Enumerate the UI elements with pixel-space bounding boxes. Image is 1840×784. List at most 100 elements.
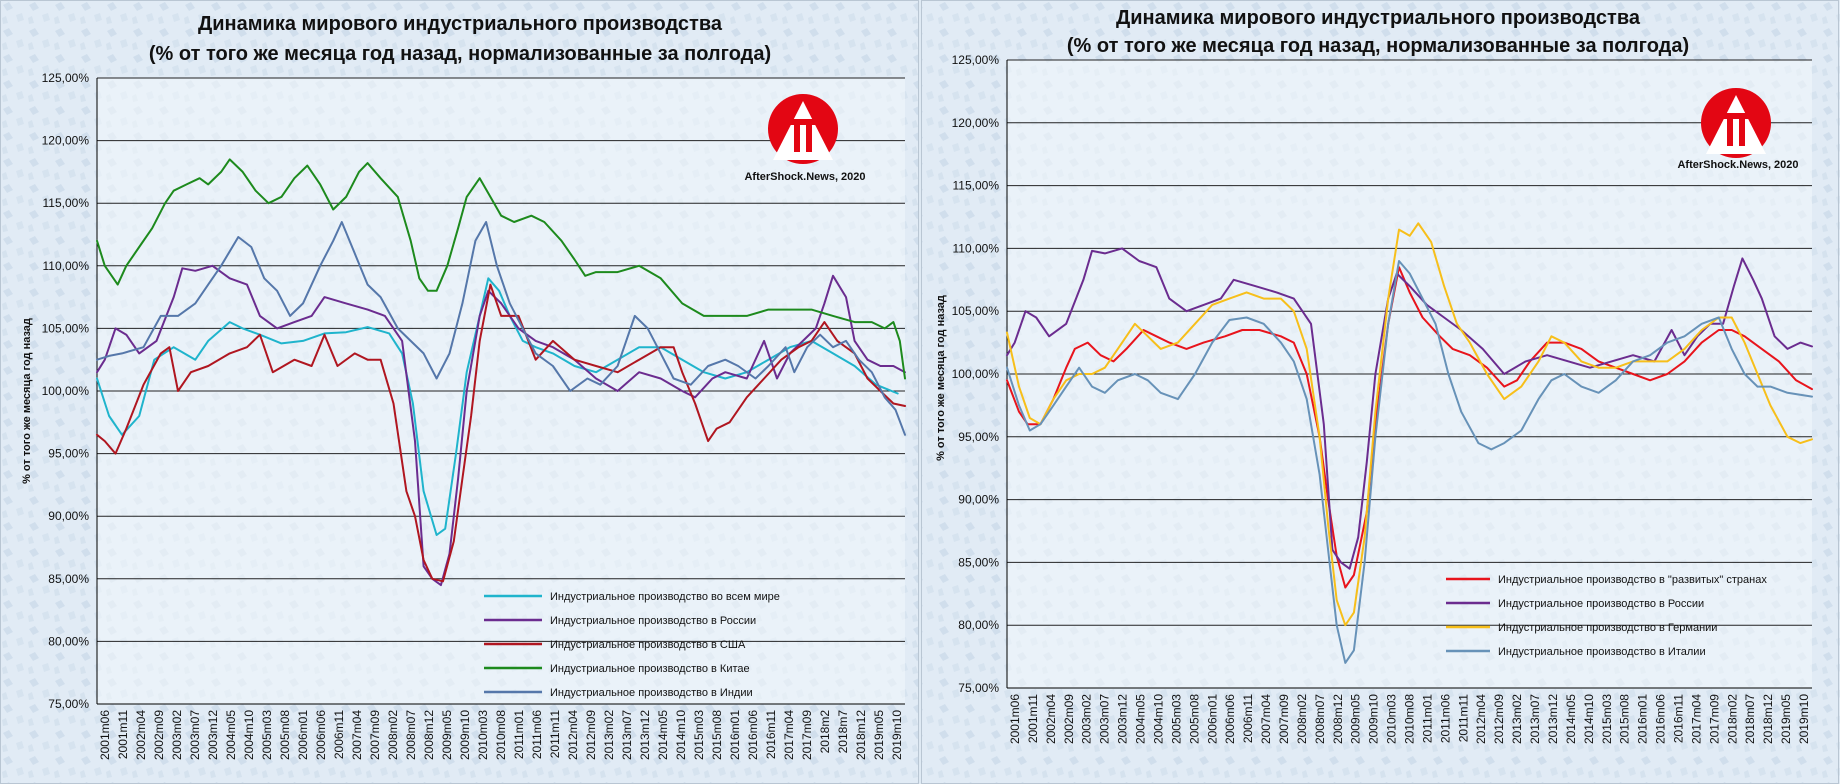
x-tick-label: 2004m05 [1134,694,1148,744]
right-chart-x-axis: 2001m06 2001m11 2002m04 2002m09 2003m02 2003m… [1008,694,1811,744]
y-tick-label: 80,00% [48,634,89,648]
x-tick-label: 2008m02 [1295,694,1309,744]
left-chart-title: Динамика мирового индустриального произв… [198,13,723,35]
legend-label-world: Индустриальное производство во всем мире [550,591,780,603]
y-tick-label: 120,00% [42,134,90,148]
x-tick-label: 2001m06 [1008,694,1022,744]
x-tick-label: 2017m09 [800,710,814,760]
right-chart-ylabel: % от того же месяца год назад [935,295,947,461]
left-chart-gridlines [96,77,905,705]
y-tick-label: 105,00% [42,321,90,335]
logo-triangle-icon [1706,95,1766,154]
x-tick-label: 2006m01 [1205,694,1219,744]
legend-label-russia: Индустриальное производство в России [550,615,756,627]
right-chart-y-axis: 75,00% 80,00% 85,00% 90,00% 95,00% 100,00% 105… [952,53,1000,695]
x-tick-label: 2015m03 [692,710,706,760]
x-tick-label: 2009m10 [458,710,472,760]
x-tick-label: 2016m01 [1636,694,1650,744]
x-tick-label: 2017m04 [782,710,796,760]
legend-label-usa: Индустриальное производство в США [550,639,746,651]
x-tick-label: 2002m09 [1062,694,1076,744]
x-tick-label: 2001m11 [116,710,130,759]
x-tick-label: 2009m05 [1349,694,1363,744]
x-tick-label: 2016m06 [1654,694,1668,744]
x-tick-label: 2011m06 [1438,694,1452,743]
series-line-china [96,158,906,380]
y-tick-label: 115,00% [43,196,90,210]
x-tick-label: 2013m12 [1546,694,1560,744]
series-line-germany [1006,222,1813,627]
x-tick-label: 2014m05 [1564,694,1578,744]
left-chart-legend: Индустриальное производство во всем мире… [484,591,780,699]
x-tick-label: 2016m11 [1671,694,1685,743]
y-tick-label: 75,00% [48,697,89,711]
x-tick-label: 2004m10 [242,710,256,760]
x-tick-label: 2011m11 [1456,694,1470,743]
x-tick-label: 2006m11 [332,710,346,759]
x-tick-label: 2007m04 [350,710,364,760]
x-tick-label: 2004m10 [1151,694,1165,744]
x-tick-label: 2009m10 [1367,694,1381,744]
x-tick-label: 2018m02 [1725,694,1739,744]
right-chart-series [1006,222,1813,664]
right-chart-title: Динамика мирового индустриального произв… [1116,7,1641,29]
series-line-usa [96,283,906,583]
x-tick-label: 2008m02 [386,710,400,760]
x-tick-label: 2018m12 [1761,694,1775,744]
series-line-world [96,277,899,536]
series-line-developed [1006,266,1813,589]
series-line-india [96,221,906,436]
x-tick-label: 2013m07 [620,710,634,760]
legend-label-russia: Индустриальное производство в России [1498,598,1704,610]
x-tick-label: 2010m08 [494,710,508,760]
y-tick-label: 90,00% [48,509,89,523]
x-tick-label: 2005m03 [260,710,274,760]
x-tick-label: 2013m12 [638,710,652,760]
x-tick-label: 2003m12 [1116,694,1130,744]
x-tick-label: 2019m10 [890,710,904,760]
legend-label-china: Индустриальное производство в Китае [550,663,750,675]
x-tick-label: 2006m01 [296,710,310,760]
right-chart-panel: Динамика мирового индустриального произв… [921,0,1840,784]
right-chart-gridlines [1006,59,1812,689]
x-tick-label: 2008m12 [422,710,436,760]
x-tick-label: 2014m05 [656,710,670,760]
x-tick-label: 2005m08 [1187,694,1201,744]
x-tick-label: 2003m07 [188,710,202,760]
x-tick-label: 2019m05 [872,710,886,760]
x-tick-label: 2012m04 [566,710,580,760]
x-tick-label: 2016m06 [746,710,760,760]
y-tick-label: 105,00% [952,304,1000,318]
y-tick-label: 100,00% [952,367,1000,381]
right-chart-legend: Индустриальное производство в "развитых"… [1446,574,1767,658]
x-tick-label: 2019m05 [1779,694,1793,744]
left-chart-panel: Динамика мирового индустриального произв… [0,0,919,784]
x-tick-label: 2012m09 [584,710,598,760]
x-tick-label: 2014m10 [1582,694,1596,744]
x-tick-label: 2016m11 [764,710,778,759]
series-line-italy [1006,260,1813,664]
x-tick-label: 2007m04 [1259,694,1273,744]
x-tick-label: 2011m11 [548,710,562,759]
y-tick-label: 95,00% [958,430,999,444]
x-tick-label: 2008m07 [404,710,418,760]
right-chart-subtitle: (% от того же месяца год назад, нормализ… [1067,35,1689,57]
left-chart-ylabel: % от того же месяца год назад [21,318,33,484]
x-tick-label: 2016m01 [728,710,742,760]
x-tick-label: 2005m03 [1169,694,1183,744]
left-chart-x-axis: 2001m06 2001m11 2002m04 2002m09 2003m02 2003m… [98,710,904,760]
left-chart-series [96,158,906,587]
x-tick-label: 2001m06 [98,710,112,760]
right-chart-logo: AfterShock.News, 2020 [1677,88,1799,171]
y-tick-label: 75,00% [958,681,999,695]
x-tick-label: 2002m09 [152,710,166,760]
x-tick-label: 2018m07 [1743,694,1757,744]
y-tick-label: 125,00% [952,53,1000,67]
legend-label-developed: Индустриальное производство в "развитых"… [1498,574,1767,586]
x-tick-label: 2019m10 [1797,694,1811,744]
x-tick-label: 2009m05 [440,710,454,760]
y-tick-label: 95,00% [48,447,89,461]
x-tick-label: 2015m03 [1600,694,1614,744]
y-tick-label: 120,00% [952,116,1000,130]
